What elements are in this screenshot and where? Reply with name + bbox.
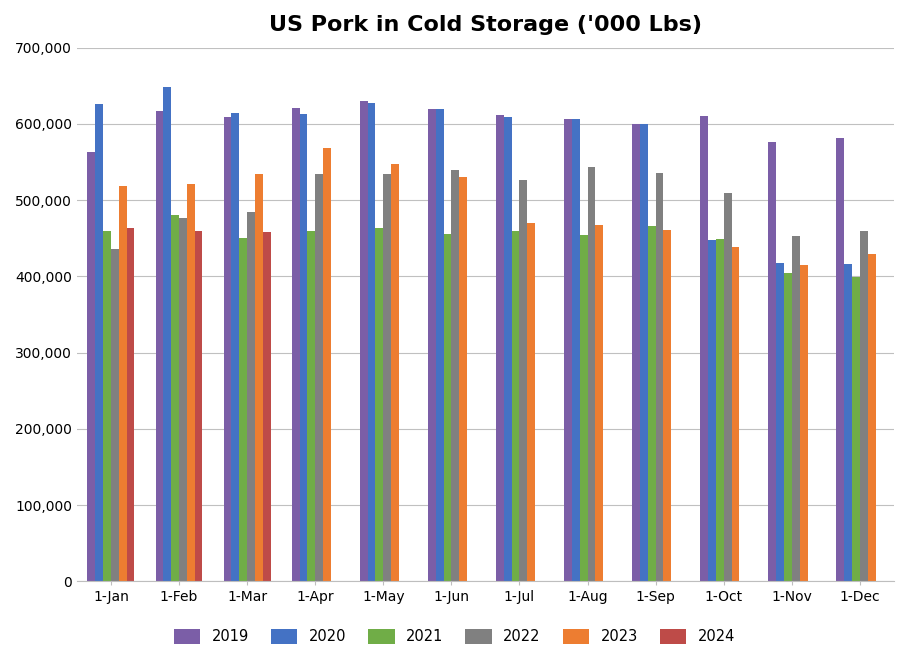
Bar <box>247 212 255 581</box>
Bar <box>732 247 739 581</box>
Bar <box>800 265 807 581</box>
Bar <box>708 240 716 581</box>
Bar <box>239 239 247 581</box>
Bar <box>255 174 263 581</box>
Bar <box>263 232 271 581</box>
Title: US Pork in Cold Storage ('000 Lbs): US Pork in Cold Storage ('000 Lbs) <box>269 15 702 35</box>
Bar <box>315 174 323 581</box>
Bar <box>640 124 648 581</box>
Bar <box>700 116 708 581</box>
Bar <box>428 109 435 581</box>
Bar <box>224 117 232 581</box>
Bar <box>784 273 792 581</box>
Bar <box>572 119 580 581</box>
Bar <box>844 264 852 581</box>
Bar <box>307 231 315 581</box>
Bar <box>384 174 391 581</box>
Bar <box>360 101 367 581</box>
Bar <box>792 236 800 581</box>
Bar <box>716 239 724 581</box>
Bar <box>155 111 164 581</box>
Bar <box>527 223 535 581</box>
Bar <box>87 152 95 581</box>
Bar <box>179 217 187 581</box>
Bar <box>452 169 459 581</box>
Bar <box>724 192 732 581</box>
Bar <box>444 234 452 581</box>
Bar <box>564 119 572 581</box>
Bar <box>95 104 103 581</box>
Bar <box>375 227 384 581</box>
Bar <box>367 103 375 581</box>
Bar <box>292 108 300 581</box>
Bar <box>860 231 868 581</box>
Bar <box>512 231 519 581</box>
Bar <box>852 277 860 581</box>
Bar <box>776 263 784 581</box>
Bar <box>111 249 119 581</box>
Bar <box>171 215 179 581</box>
Bar <box>632 124 640 581</box>
Bar <box>655 173 664 581</box>
Bar <box>836 138 844 581</box>
Bar <box>664 230 672 581</box>
Bar <box>195 231 203 581</box>
Bar <box>103 231 111 581</box>
Bar <box>164 88 171 581</box>
Bar <box>868 254 875 581</box>
Bar <box>187 184 195 581</box>
Bar <box>504 117 512 581</box>
Bar <box>391 163 399 581</box>
Bar <box>496 115 504 581</box>
Bar <box>768 142 776 581</box>
Bar <box>595 225 604 581</box>
Bar <box>648 226 655 581</box>
Bar <box>580 235 587 581</box>
Bar <box>126 227 135 581</box>
Bar <box>459 177 467 581</box>
Bar <box>519 180 527 581</box>
Bar <box>435 109 444 581</box>
Bar <box>232 113 239 581</box>
Bar <box>587 167 595 581</box>
Bar <box>300 114 307 581</box>
Bar <box>323 148 331 581</box>
Bar <box>119 186 126 581</box>
Legend: 2019, 2020, 2021, 2022, 2023, 2024: 2019, 2020, 2021, 2022, 2023, 2024 <box>166 621 743 652</box>
